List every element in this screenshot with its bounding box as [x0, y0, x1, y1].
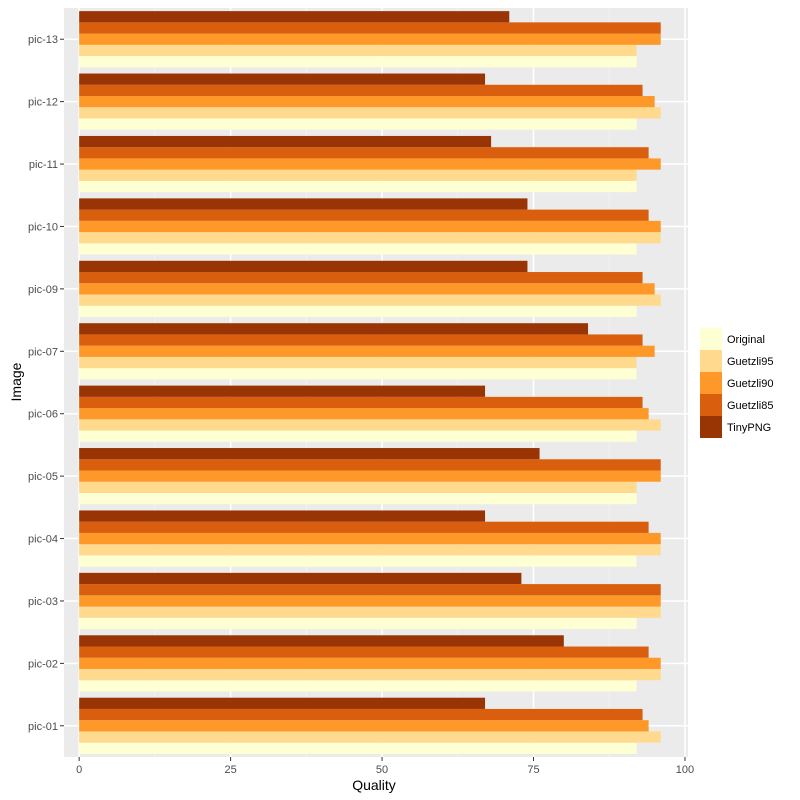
bar-guetzli85-pic-13	[79, 22, 661, 34]
bar-guetzli85-pic-12	[79, 84, 643, 97]
legend-label-guetzli90: Guetzli90	[727, 378, 773, 390]
bar-guetzli90-pic-02	[79, 657, 661, 669]
y-axis: pic-01 pic-02 pic-03 pic-04 pic-05 pic-06 pic-…	[28, 34, 64, 733]
bar-guetzli90-pic-09	[79, 283, 655, 295]
y-tick-label: pic-10	[28, 221, 58, 233]
y-tick-label: pic-04	[28, 534, 58, 546]
bar-original-pic-03	[79, 617, 637, 630]
legend-key-tinypng	[700, 416, 722, 438]
legend-key-guetzli85	[700, 394, 722, 416]
x-axis: 0 25 50 75 100	[76, 757, 694, 776]
bar-guetzli95-pic-09	[79, 294, 661, 306]
bar-original-pic-12	[79, 118, 637, 130]
bar-guetzli95-pic-04	[79, 544, 661, 556]
bar-original-pic-11	[79, 180, 637, 193]
x-axis-title: Quality	[352, 777, 396, 793]
bar-guetzli95-pic-12	[79, 107, 661, 119]
y-axis-title: Image	[8, 362, 24, 401]
y-tick-label: pic-12	[28, 97, 58, 109]
bar-guetzli95-pic-01	[79, 731, 661, 743]
legend-key-original	[700, 328, 722, 350]
x-tick-label: 25	[224, 764, 236, 776]
bar-guetzli85-pic-04	[79, 521, 649, 533]
bar-guetzli90-pic-04	[79, 532, 661, 545]
bar-guetzli95-pic-07	[79, 356, 637, 369]
y-tick-label: pic-03	[28, 596, 58, 608]
bar-guetzli90-pic-03	[79, 595, 661, 607]
bar-tinypng-pic-11	[79, 135, 492, 148]
bar-tinypng-pic-05	[79, 448, 540, 460]
bar-guetzli85-pic-03	[79, 584, 661, 596]
bar-original-pic-01	[79, 742, 637, 754]
bar-guetzli85-pic-02	[79, 646, 649, 658]
bar-guetzli85-pic-09	[79, 272, 643, 284]
x-tick-label: 75	[527, 764, 539, 776]
bar-guetzli95-pic-02	[79, 668, 661, 681]
bar-original-pic-13	[79, 56, 637, 68]
y-tick-label: pic-01	[28, 721, 58, 733]
bar-guetzli95-pic-03	[79, 606, 661, 618]
bar-original-pic-06	[79, 430, 637, 442]
bar-guetzli85-pic-01	[79, 708, 643, 721]
y-tick-label: pic-02	[28, 658, 58, 670]
bar-guetzli90-pic-06	[79, 408, 649, 420]
y-tick-label: pic-09	[28, 284, 58, 296]
bar-tinypng-pic-10	[79, 198, 528, 210]
bar-guetzli95-pic-13	[79, 44, 637, 57]
bar-original-pic-07	[79, 368, 637, 380]
bars	[79, 11, 661, 754]
y-tick-label: pic-05	[28, 471, 58, 483]
bar-guetzli85-pic-06	[79, 396, 643, 409]
y-tick-label: pic-06	[28, 409, 58, 421]
bar-guetzli90-pic-10	[79, 220, 661, 233]
bar-guetzli90-pic-11	[79, 158, 661, 170]
bar-guetzli90-pic-12	[79, 96, 655, 108]
bar-original-pic-09	[79, 305, 637, 317]
bar-guetzli90-pic-07	[79, 345, 655, 357]
bar-original-pic-02	[79, 680, 637, 692]
legend-key-guetzli90	[700, 372, 722, 394]
bar-original-pic-04	[79, 555, 637, 567]
bar-original-pic-05	[79, 492, 637, 505]
bar-tinypng-pic-09	[79, 260, 528, 273]
bar-guetzli85-pic-10	[79, 209, 649, 221]
y-tick-label: pic-11	[29, 159, 58, 171]
bar-tinypng-pic-01	[79, 697, 486, 709]
bar-guetzli95-pic-11	[79, 169, 637, 181]
bar-tinypng-pic-06	[79, 385, 486, 397]
bar-guetzli90-pic-05	[79, 470, 661, 482]
bar-guetzli85-pic-07	[79, 334, 643, 346]
legend-label-tinypng: TinyPNG	[727, 422, 771, 434]
bar-tinypng-pic-12	[79, 73, 486, 85]
bar-guetzli85-pic-11	[79, 147, 649, 159]
x-tick-label: 0	[76, 764, 82, 776]
bar-tinypng-pic-02	[79, 635, 564, 647]
bar-guetzli95-pic-10	[79, 232, 661, 244]
x-tick-label: 50	[376, 764, 388, 776]
grid-minor	[154, 8, 610, 757]
bar-tinypng-pic-07	[79, 323, 589, 335]
bar-guetzli90-pic-01	[79, 720, 649, 732]
bar-guetzli95-pic-06	[79, 419, 661, 431]
bar-guetzli85-pic-05	[79, 459, 661, 471]
legend-key-guetzli95	[700, 350, 722, 372]
bar-tinypng-pic-04	[79, 510, 486, 522]
y-tick-label: pic-07	[28, 346, 58, 358]
legend-label-guetzli95: Guetzli95	[727, 356, 773, 368]
bar-guetzli95-pic-05	[79, 481, 637, 493]
panel-background	[64, 8, 688, 757]
y-tick-label: pic-13	[28, 34, 58, 46]
legend: Original Guetzli95 Guetzli90 Guetzli85 TinyP…	[700, 328, 773, 438]
x-tick-label: 100	[676, 764, 694, 776]
bar-guetzli90-pic-13	[79, 33, 661, 45]
legend-label-guetzli85: Guetzli85	[727, 400, 773, 412]
bar-tinypng-pic-13	[79, 11, 510, 23]
bar-original-pic-10	[79, 243, 637, 255]
legend-label-original: Original	[727, 334, 765, 346]
bar-tinypng-pic-03	[79, 572, 522, 585]
